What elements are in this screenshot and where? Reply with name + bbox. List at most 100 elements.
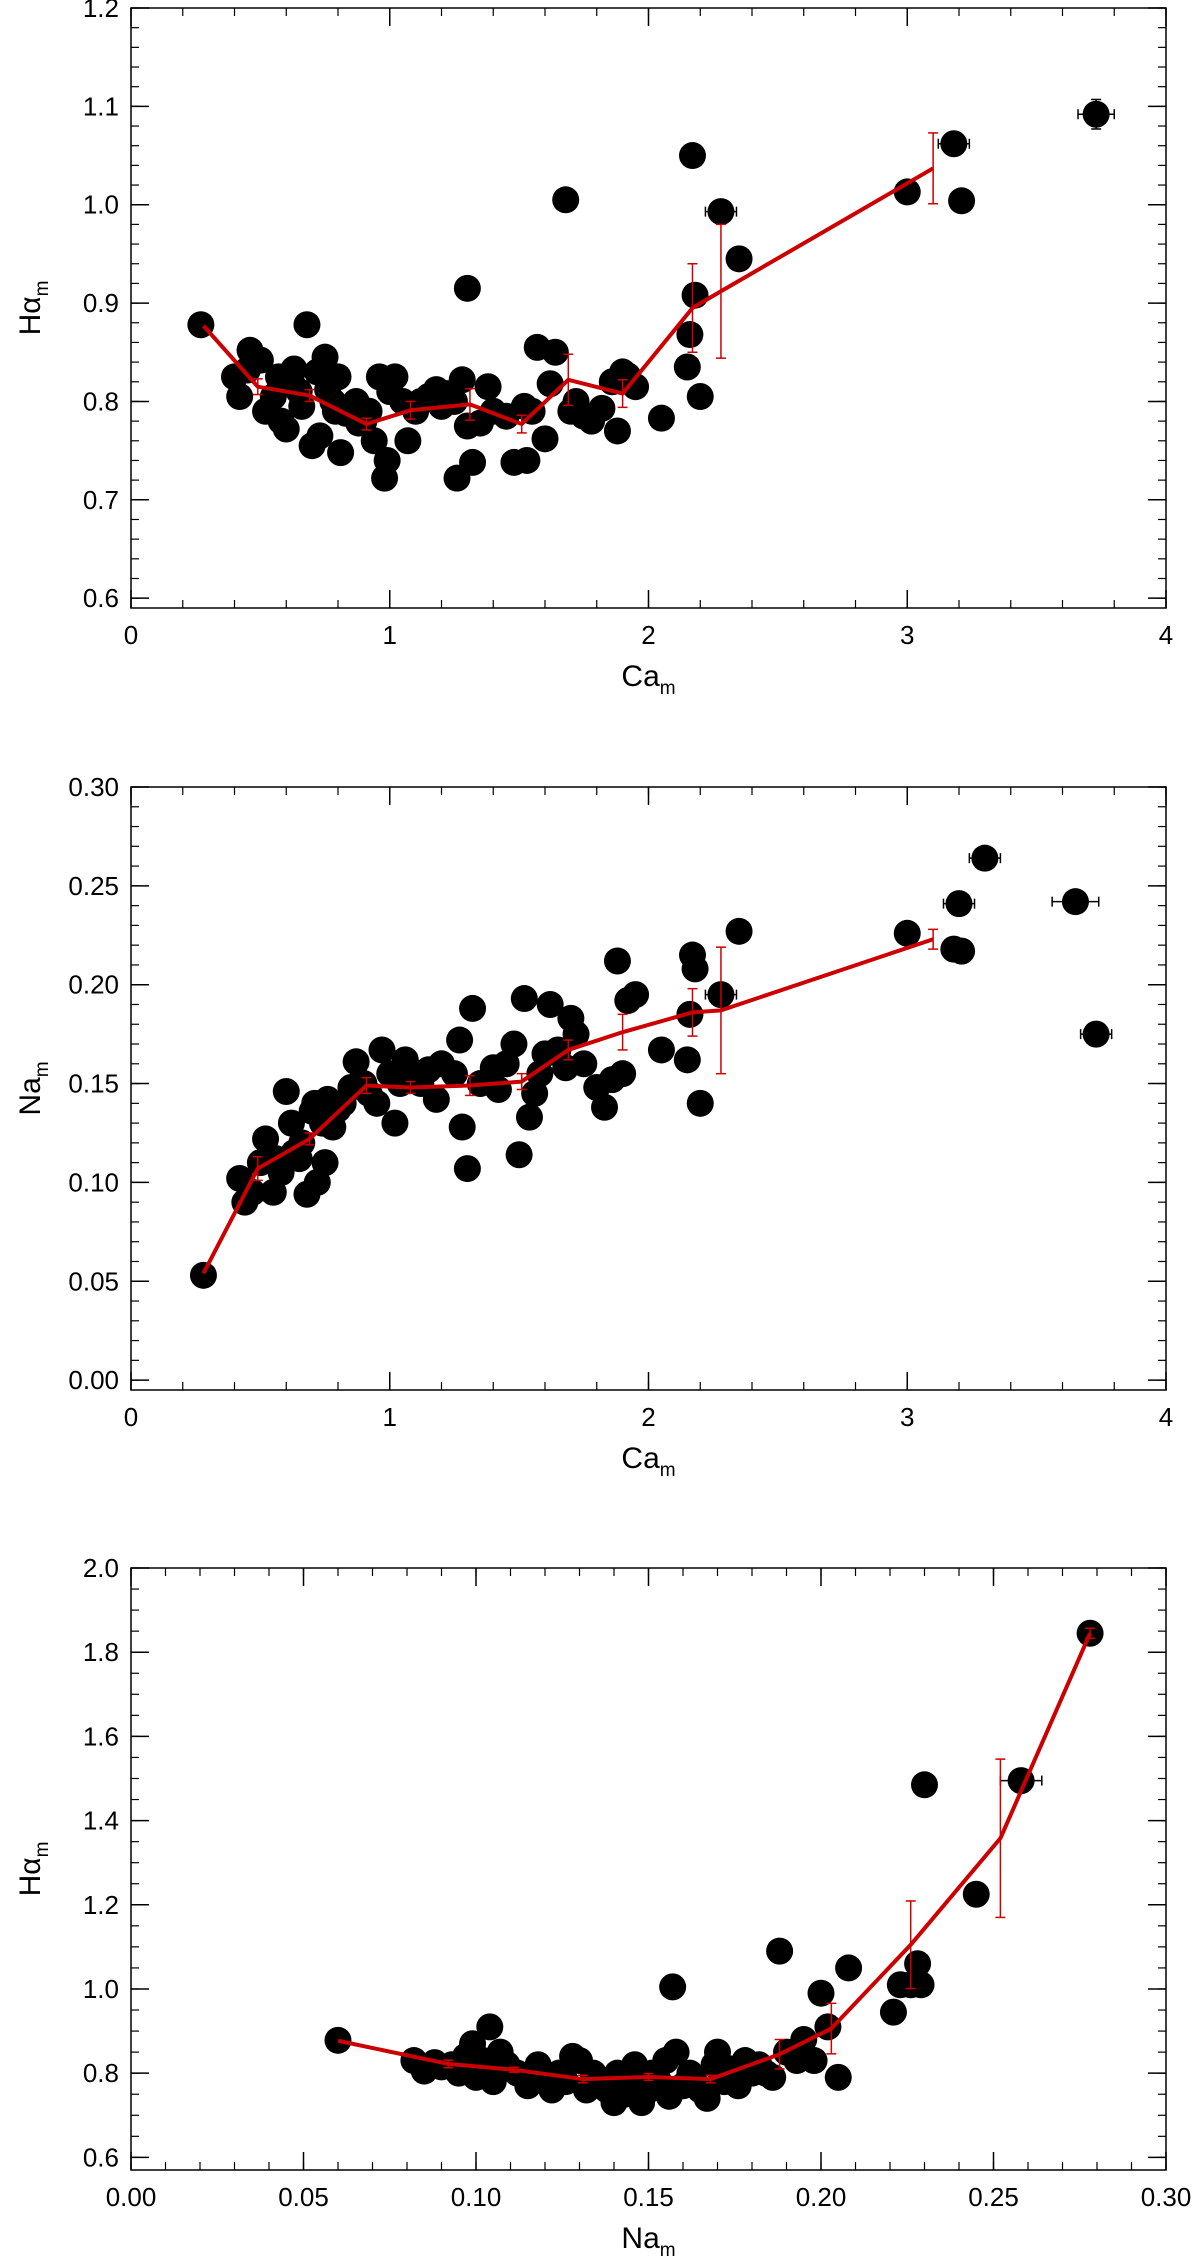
y-axis-label-subscript: m <box>32 1842 53 1858</box>
data-point <box>766 1937 794 1965</box>
x-tick-label: 2 <box>641 620 655 650</box>
data-point <box>570 1050 598 1078</box>
y-axis-label: Hαm <box>14 1842 53 1897</box>
data-point <box>622 981 650 1009</box>
data-point <box>277 1109 305 1137</box>
data-point <box>246 346 274 374</box>
y-tick-label: 0.15 <box>68 1069 119 1099</box>
panel-halpha-vs-na: 0.00 0.05 0.10 0.15 0.20 0.25 0.30 0.6 0.8 1.0 1.2… <box>14 1553 1191 2261</box>
y-tick-label: 1.4 <box>83 1806 119 1836</box>
data-point <box>239 1178 267 1206</box>
y-axis-label-main: Hα <box>14 1857 47 1896</box>
y-axis-label: Nam <box>14 1061 53 1115</box>
data-point <box>835 1954 863 1982</box>
data-point <box>459 448 487 476</box>
data-point <box>948 937 976 965</box>
data-point <box>252 1125 280 1153</box>
y-tick-label: 1.2 <box>83 0 119 23</box>
x-tick-label: 0 <box>124 1402 138 1432</box>
y-tick-label: 0.6 <box>83 583 119 613</box>
data-point <box>363 1089 391 1117</box>
x-tick-label: 1 <box>383 620 397 650</box>
y-tick-label: 0.8 <box>83 2058 119 2088</box>
y-tick-label: 0.05 <box>68 1266 119 1296</box>
data-point <box>324 363 352 391</box>
x-axis-label-main: Ca <box>621 660 660 693</box>
data-point <box>673 353 701 381</box>
y-axis-label: Hαm <box>14 281 53 336</box>
data-point <box>962 1880 990 1908</box>
data-point <box>622 373 650 401</box>
data-point <box>693 2084 721 2112</box>
y-tick-label: 1.6 <box>83 1721 119 1751</box>
x-tick-label: 0.25 <box>968 2182 1019 2212</box>
x-tick-label: 0.20 <box>796 2182 847 2212</box>
y-tick-label: 0.6 <box>83 2142 119 2172</box>
x-tick-label: 0.05 <box>278 2182 329 2212</box>
data-point <box>662 2038 690 2066</box>
data-point <box>440 1060 468 1088</box>
data-point <box>306 422 334 450</box>
y-tick-label: 0.00 <box>68 1365 119 1395</box>
y-axis-label-main: Hα <box>14 296 47 335</box>
data-point <box>505 1141 533 1169</box>
y-tick-label: 0.20 <box>68 970 119 1000</box>
data-point <box>373 446 401 474</box>
data-point <box>272 415 300 443</box>
x-axis-label: Cam <box>621 1442 675 1481</box>
y-tick-label: 0.7 <box>83 485 119 515</box>
binned-mean-line <box>201 166 935 427</box>
data-point <box>673 1046 701 1074</box>
data-point <box>513 446 541 474</box>
data-point <box>686 1089 714 1117</box>
data-point <box>588 394 616 422</box>
x-axis-label-subscript: m <box>660 1460 676 1481</box>
y-axis-label-subscript: m <box>32 281 53 297</box>
data-point <box>893 919 921 947</box>
data-point <box>288 392 316 420</box>
x-tick-label: 0.30 <box>1141 2182 1192 2212</box>
data-point <box>948 187 976 215</box>
data-point <box>280 355 308 383</box>
data-point <box>484 1075 512 1103</box>
x-tick-label: 0 <box>124 620 138 650</box>
data-point <box>272 1077 300 1105</box>
data-point <box>541 338 569 366</box>
y-tick-label: 1.0 <box>83 1974 119 2004</box>
y-tick-label: 0.8 <box>83 386 119 416</box>
data-point <box>681 955 709 983</box>
y-tick-label: 1.1 <box>83 91 119 121</box>
y-tick-label: 0.25 <box>68 871 119 901</box>
data-point <box>342 1048 370 1076</box>
data-point <box>422 1085 450 1113</box>
data-point <box>678 142 706 170</box>
data-point <box>474 373 502 401</box>
data-point <box>686 383 714 411</box>
data-point <box>659 1973 687 2001</box>
data-point <box>476 2013 504 2041</box>
data-point <box>536 370 564 398</box>
x-axis-label-main: Ca <box>621 1442 660 1475</box>
data-point <box>360 427 388 455</box>
data-point <box>591 1093 619 1121</box>
x-tick-label: 3 <box>900 620 914 650</box>
data-point <box>453 1155 481 1183</box>
x-tick-label: 4 <box>1159 620 1173 650</box>
data-point <box>759 2063 787 2091</box>
data-point <box>510 985 538 1013</box>
data-point <box>807 1979 835 2007</box>
data-point <box>824 2063 852 2091</box>
x-axis-label-subscript: m <box>660 678 676 699</box>
data-point <box>531 425 559 453</box>
x-tick-label: 4 <box>1159 1402 1173 1432</box>
x-tick-label: 0.10 <box>451 2182 502 2212</box>
data-point <box>381 363 409 391</box>
data-point <box>189 1261 217 1289</box>
data-point <box>394 427 422 455</box>
y-tick-label: 0.10 <box>68 1167 119 1197</box>
data-point <box>647 404 675 432</box>
data-point <box>879 1998 907 2026</box>
x-axis-label: Cam <box>621 660 675 699</box>
binned-mean-line <box>337 1632 1092 2082</box>
